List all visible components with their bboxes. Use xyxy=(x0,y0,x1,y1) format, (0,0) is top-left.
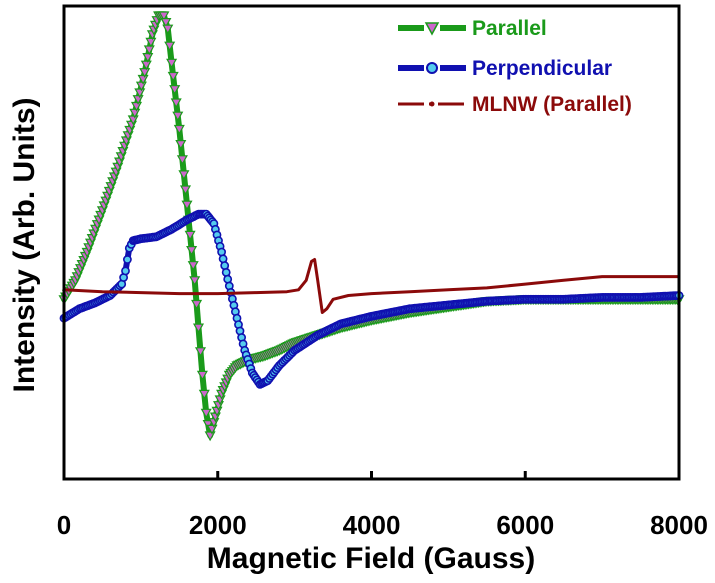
data-point-parallel xyxy=(130,101,143,112)
data-point-parallel xyxy=(175,140,187,150)
data-point-parallel xyxy=(134,88,146,99)
series-line-mlnw-parallel xyxy=(62,258,681,314)
data-point-parallel xyxy=(135,81,147,92)
data-point-parallel xyxy=(143,45,155,56)
data-point-parallel xyxy=(173,124,185,135)
legend-label-perpendicular: Perpendicular xyxy=(472,57,612,80)
data-point-parallel xyxy=(166,58,178,69)
legend-marker-mlnw-parallel xyxy=(429,101,435,107)
data-point-parallel xyxy=(184,230,196,241)
data-point-parallel xyxy=(132,95,144,105)
x-tick-label: 8000 xyxy=(650,510,708,540)
data-point-parallel xyxy=(194,347,207,358)
data-point-parallel xyxy=(129,108,141,119)
legend-label-mlnw-parallel: MLNW (Parallel) xyxy=(472,93,632,116)
data-point-parallel xyxy=(200,408,212,419)
data-point-parallel xyxy=(181,200,193,211)
data-point-parallel xyxy=(176,155,188,166)
data-point-parallel xyxy=(139,68,151,78)
x-tick-label: 2000 xyxy=(189,510,247,540)
data-point-parallel xyxy=(187,261,199,271)
data-point-parallel xyxy=(172,111,184,122)
series-perpendicular xyxy=(59,209,684,389)
data-point-parallel xyxy=(179,185,192,196)
data-point-parallel xyxy=(186,246,198,256)
data-point-parallel xyxy=(196,370,208,381)
series-layer xyxy=(58,11,685,442)
legend-item-mlnw-parallel: MLNW (Parallel) xyxy=(398,93,632,116)
data-point-parallel xyxy=(162,24,174,35)
data-point-parallel xyxy=(164,41,176,52)
legend-marker-parallel xyxy=(424,22,440,36)
data-point-parallel xyxy=(198,389,210,400)
data-point-parallel xyxy=(170,98,182,109)
data-point-parallel xyxy=(142,53,154,63)
data-point-parallel xyxy=(178,170,190,181)
legend: Parallel Perpendicular MLNW (Parallel) xyxy=(398,17,632,116)
data-point-perpendicular xyxy=(121,266,130,276)
x-tick-label: 4000 xyxy=(343,510,401,540)
data-point-perpendicular xyxy=(123,255,132,264)
y-axis-label: Intensity (Arb. Units) xyxy=(8,97,41,392)
x-axis-label: Magnetic Field (Gauss) xyxy=(207,542,535,575)
data-point-parallel xyxy=(206,424,218,435)
data-point-parallel xyxy=(145,37,157,48)
x-axis-ticks: 0 2000 4000 6000 8000 xyxy=(57,471,708,540)
legend-marker-perpendicular xyxy=(426,62,438,74)
data-point-parallel xyxy=(169,85,181,95)
series-mlnw-parallel xyxy=(62,258,681,314)
data-point-parallel xyxy=(158,11,170,22)
legend-label-parallel: Parallel xyxy=(472,17,547,40)
data-point-parallel xyxy=(140,60,152,71)
legend-item-parallel: Parallel xyxy=(398,17,547,40)
data-point-parallel xyxy=(192,323,205,334)
data-point-parallel xyxy=(189,276,201,287)
data-point-parallel xyxy=(137,74,149,85)
legend-item-perpendicular: Perpendicular xyxy=(398,57,612,80)
data-point-parallel xyxy=(127,115,139,126)
x-tick-label: 6000 xyxy=(496,510,554,540)
data-point-parallel xyxy=(202,420,214,430)
data-point-parallel xyxy=(160,18,172,28)
data-point-parallel xyxy=(191,299,203,310)
x-tick-label: 0 xyxy=(57,510,71,540)
data-point-parallel xyxy=(167,71,179,82)
